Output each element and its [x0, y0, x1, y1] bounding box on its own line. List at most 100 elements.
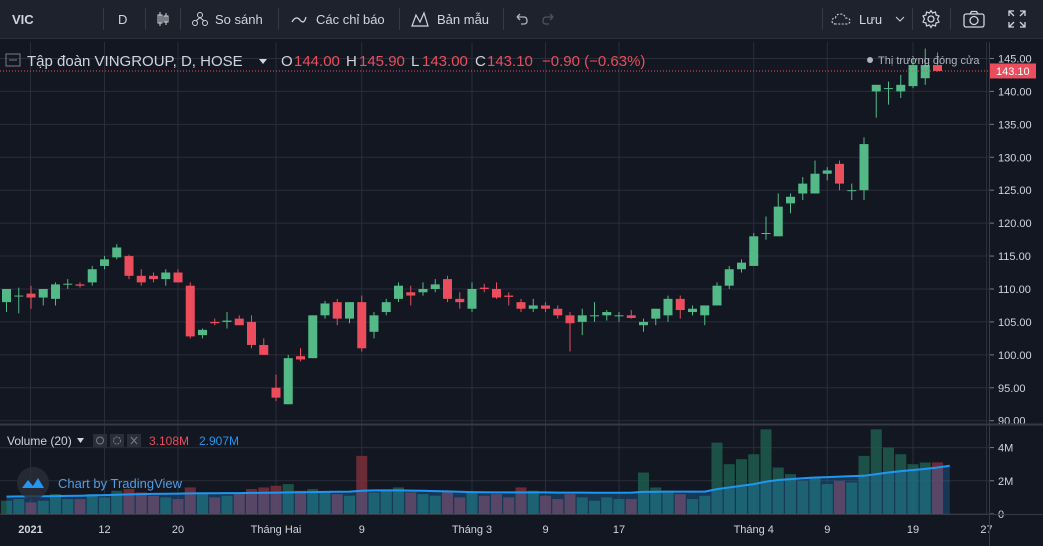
- volume-bar: [687, 499, 698, 514]
- volume-bar: [86, 494, 98, 514]
- candle-body: [700, 305, 710, 316]
- volume-bar: [895, 454, 907, 514]
- compare-button[interactable]: So sánh: [192, 0, 263, 38]
- volume-ma-area: [6, 465, 950, 514]
- settings-button[interactable]: [110, 434, 124, 447]
- candle-body: [859, 144, 869, 191]
- market-status-dot: [867, 57, 873, 63]
- candle-body: [590, 315, 599, 317]
- volume-bar: [295, 490, 306, 514]
- templates-label: Bản mẫu: [437, 11, 490, 27]
- close-label: C: [475, 53, 486, 70]
- watermark-link[interactable]: Chart by TradingView: [58, 476, 183, 491]
- high-label: H: [346, 53, 357, 70]
- volume-bar: [221, 495, 233, 514]
- chart-type-button[interactable]: [155, 0, 178, 38]
- volume-bar: [417, 494, 429, 514]
- undo-icon: [516, 13, 528, 25]
- volume-bar: [478, 495, 490, 514]
- volume-bar: [13, 499, 25, 514]
- volume-bar: [393, 487, 404, 514]
- candle-body: [345, 302, 354, 319]
- candle-body: [810, 173, 820, 194]
- gear-icon: [922, 9, 940, 29]
- volume-bar: [50, 494, 61, 514]
- candle-body: [430, 284, 440, 289]
- symbol-title[interactable]: Tập đoàn VINGROUP, D, HOSE: [27, 53, 243, 70]
- snapshot-button[interactable]: [963, 0, 992, 38]
- time-tick-label: 20: [172, 524, 184, 536]
- symbol-search[interactable]: VIC: [12, 0, 34, 38]
- volume-bar: [723, 464, 735, 514]
- volume-bar: [62, 499, 74, 514]
- price-tick-label: 115.00: [998, 251, 1031, 263]
- candle-body: [283, 358, 293, 405]
- candle-body: [773, 206, 783, 237]
- save-dropdown[interactable]: [895, 0, 912, 38]
- candle-body: [357, 302, 367, 349]
- indicators-icon: [291, 16, 307, 23]
- interval-button[interactable]: D: [118, 0, 127, 38]
- tradingview-logo[interactable]: [17, 467, 49, 499]
- collapse-toggle[interactable]: [5, 53, 21, 67]
- candle-body: [577, 315, 587, 322]
- undo-button[interactable]: [513, 0, 536, 38]
- settings-button[interactable]: [921, 0, 948, 38]
- visibility-button[interactable]: [93, 434, 107, 447]
- volume-bar: [172, 499, 184, 514]
- price-chart[interactable]: 145.00 140.00 135.00 130.00 125.00 120.00 115.…: [0, 38, 1043, 546]
- candle-body: [822, 170, 832, 174]
- candle-body: [394, 285, 403, 299]
- volume-bar: [135, 492, 147, 514]
- price-axis: 145.00 140.00 135.00 130.00 125.00 120.00 115.…: [989, 53, 1032, 428]
- volume-bar: [625, 499, 637, 514]
- volume-bar: [331, 494, 343, 514]
- volume-bar: [405, 492, 417, 514]
- volume-bar: [883, 447, 894, 514]
- time-tick-label: 27: [980, 524, 992, 536]
- candle-body: [847, 190, 857, 192]
- candle-body: [871, 84, 881, 92]
- volume-bar: [356, 455, 368, 514]
- divider: [399, 8, 400, 30]
- redo-icon: [542, 13, 554, 25]
- candle-body: [614, 315, 624, 317]
- low-label: L: [411, 53, 419, 70]
- volume-bar: [809, 477, 821, 514]
- volume-axis: 4M2M0: [989, 443, 1013, 521]
- high-value: 145.90: [359, 53, 405, 70]
- volume-bar: [711, 442, 723, 514]
- candle-body: [222, 320, 232, 322]
- compare-label: So sánh: [215, 11, 263, 27]
- volume-bar: [699, 495, 711, 514]
- candle-body: [247, 321, 256, 345]
- candle-body: [26, 293, 36, 298]
- caret-down-icon[interactable]: [259, 59, 267, 64]
- candle-body: [14, 295, 24, 297]
- candle-body: [688, 308, 697, 313]
- fullscreen-icon: [1008, 10, 1026, 28]
- fullscreen-button[interactable]: [1008, 0, 1033, 38]
- volume-bar: [540, 495, 551, 514]
- save-button[interactable]: Lưu: [830, 0, 882, 38]
- candle-body: [455, 298, 465, 303]
- volume-bar: [760, 429, 772, 514]
- indicators-button[interactable]: Các chỉ báo: [289, 0, 385, 38]
- candle-body: [2, 288, 11, 303]
- caret-down-icon[interactable]: [77, 438, 84, 443]
- templates-button[interactable]: Bản mẫu: [410, 0, 489, 38]
- time-tick-label: 2021: [18, 524, 42, 536]
- volume-bar: [148, 495, 159, 514]
- candle-body: [271, 387, 281, 398]
- candle-body: [749, 236, 759, 266]
- volume-bar: [197, 494, 208, 514]
- volume-bar: [674, 494, 686, 514]
- price-tick-label: 90.00: [998, 416, 1026, 428]
- candle-body: [933, 65, 942, 71]
- redo-button[interactable]: [541, 0, 564, 38]
- candle-body: [786, 196, 795, 204]
- volume-bar: [270, 485, 282, 514]
- divider: [278, 8, 279, 30]
- volume-title[interactable]: Volume (20): [7, 434, 72, 448]
- candle-body: [896, 84, 906, 92]
